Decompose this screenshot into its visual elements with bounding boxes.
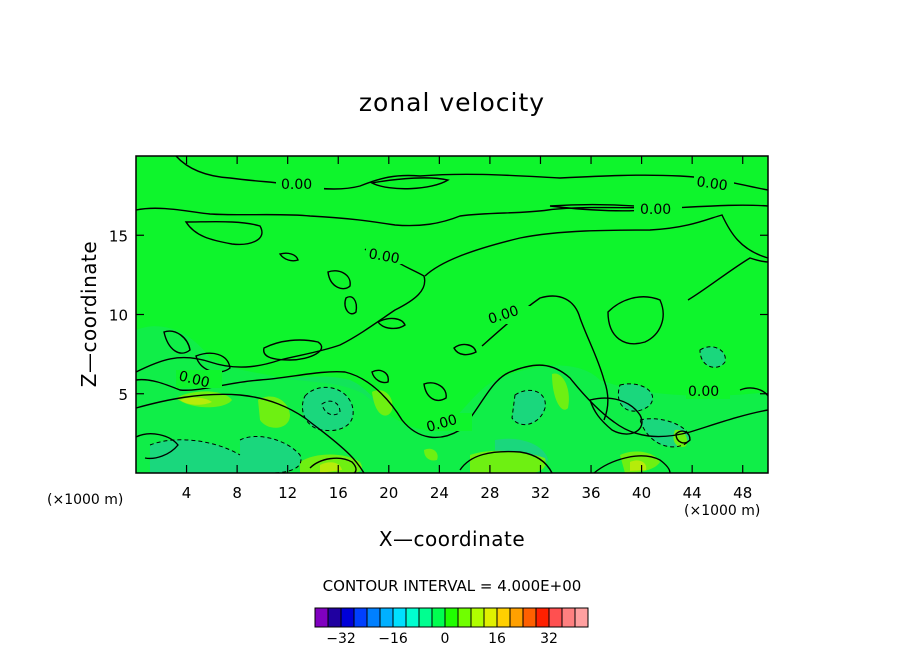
x-tick-label: 8 [232,484,242,502]
contour-label: 0.00 [177,368,211,391]
x-tick-label: 16 [329,484,348,502]
colorbar-swatch [483,607,498,628]
contour-label: 0.00 [281,177,312,193]
colorbar-swatch [405,607,420,628]
x-tick-label: 36 [581,484,600,502]
colorbar-swatch [535,607,550,628]
colorbar-tick-label: 0 [441,631,450,647]
chart-title: zonal velocity [358,88,546,117]
y-tick-label: 10 [109,307,128,325]
colorbar-swatch [340,607,355,628]
contour-lines-dashed [149,346,726,474]
colorbar-tick-label: −32 [326,631,356,647]
colorbar-swatch [314,607,329,628]
contour-label: 0.00 [367,246,400,267]
x-tick-label: 12 [278,484,297,502]
colorbar-swatch [379,607,394,628]
x-axis-units-right: (×1000 m) [684,503,761,519]
x-tick-label: 40 [632,484,651,502]
x-tick-label: 4 [182,484,192,502]
y-tick-label: 15 [109,227,128,245]
colorbar-tick-label: 32 [540,631,558,647]
colorbar-swatch [392,607,407,628]
x-tick-label: 44 [683,484,702,502]
colorbar-tick-label: 16 [488,631,506,647]
x-tick-label: 20 [379,484,398,502]
colorbar-swatch [327,607,342,628]
yellow-patches [180,397,647,473]
contour-label: 0.00 [640,202,671,218]
colorbar-swatch [457,607,472,628]
colorbar-swatch [366,607,381,628]
y-axis-ticks: 5 10 15 [109,227,768,404]
contour-interval-text: CONTOUR INTERVAL = 4.000E+00 [322,577,582,595]
x-axis-ticks: 4 8 12 16 20 24 28 32 36 40 44 48 [182,156,752,502]
colorbar-swatch [522,607,537,628]
colorbar-swatch [353,607,368,628]
x-axis-units-left: (×1000 m) [47,492,124,508]
colorbar-swatch [574,607,589,628]
colorbar: −32 −16 0 16 32 [314,607,589,647]
x-axis-label: X—coordinate [378,527,526,551]
colorbar-tick-label: −16 [378,631,408,647]
colorbar-swatch [509,607,524,628]
y-tick-label: 5 [118,386,128,404]
contour-label: 0.00 [695,174,728,194]
colorbar-swatch [496,607,511,628]
x-tick-label: 28 [480,484,499,502]
colorbar-swatch [548,607,563,628]
plot-area: 0.00 0.00 0.00 0.00 0.00 0.00 0.00 0.00 [135,155,769,474]
colorbar-swatch [470,607,485,628]
x-tick-label: 32 [531,484,550,502]
x-tick-label: 24 [430,484,449,502]
contour-fill-lower-2 [136,326,768,473]
colorbar-swatch [444,607,459,628]
contour-label: 0.00 [688,384,719,400]
x-tick-label: 48 [733,484,752,502]
colorbar-swatch [418,607,433,628]
contour-labels: 0.00 0.00 0.00 0.00 0.00 0.00 0.00 0.00 [176,174,734,436]
colorbar-swatch [561,607,576,628]
colorbar-swatch [431,607,446,628]
